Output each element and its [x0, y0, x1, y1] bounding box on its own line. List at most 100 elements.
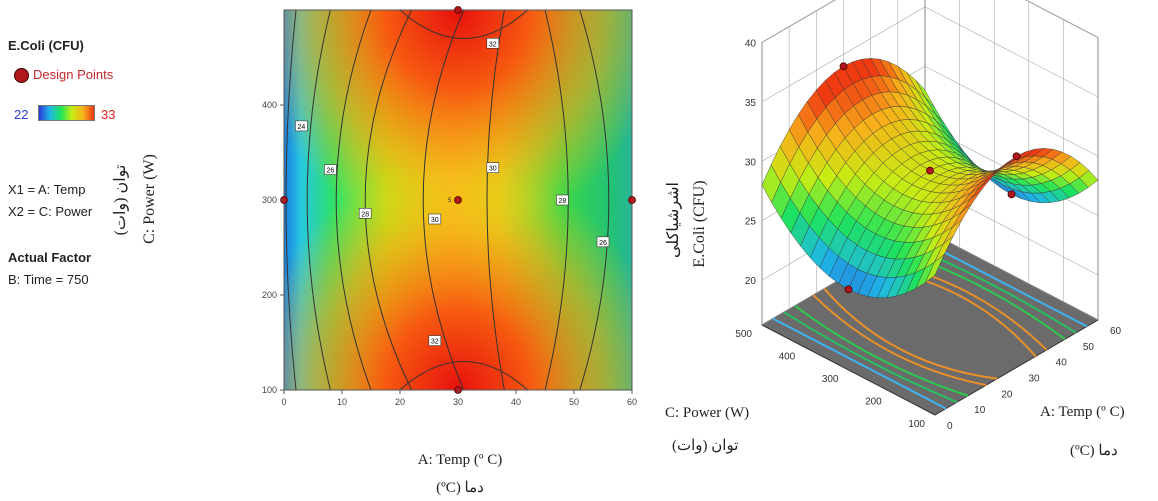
contour-label-text: 30 [489, 166, 497, 173]
contour-label-text: 28 [361, 211, 369, 218]
wall-grid [924, 65, 1099, 157]
wall-grid [761, 6, 926, 103]
contour-line [306, 9, 331, 391]
contour-label-text: 28 [559, 198, 567, 205]
contour-value-label: 26 [324, 164, 337, 175]
z-tick-label: 40 [745, 39, 757, 50]
y-tick-label: 100 [262, 385, 277, 395]
x-tick-label: 50 [569, 397, 579, 407]
legend-title: E.Coli (CFU) [8, 38, 84, 53]
contour-y-axis-label: C: Power (W) [141, 154, 158, 244]
surface-y-tick-label: 400 [779, 352, 796, 363]
floor-contour [783, 311, 958, 404]
surface-cell [925, 254, 945, 283]
contour-line [486, 9, 505, 391]
contour-line [364, 9, 413, 391]
surface-y-tick-label: 200 [865, 397, 882, 408]
contour-label-text: 26 [327, 168, 335, 175]
factor-x2: X2 = C: Power [8, 204, 93, 219]
contour-label-text: 32 [431, 339, 439, 346]
surface-z-axis-label: E.Coli (CFU) [691, 180, 708, 268]
surface-x-tick-label: 30 [1029, 374, 1041, 385]
surface-x-tick-label: 50 [1083, 342, 1095, 353]
contour-label-text: 26 [599, 240, 607, 247]
surface-design-point [844, 285, 853, 294]
x-tick-label: 20 [395, 397, 405, 407]
z-tick-label: 35 [745, 98, 757, 109]
y-tick-label: 300 [262, 195, 277, 205]
contour-value-label: 28 [556, 194, 569, 206]
contour-label-text: 32 [489, 41, 497, 48]
z-tick-label: 30 [745, 157, 757, 168]
contour-y-axis-label-fa: توان (وات) [112, 164, 129, 236]
surface-x-tick-label: 10 [974, 405, 986, 416]
contour-axes: 0 10 20 30 40 50 60 100 200 300 400 [262, 100, 637, 407]
contour-line [335, 9, 372, 391]
color-scale-max: 33 [101, 107, 116, 122]
x-tick-label: 10 [337, 397, 347, 407]
surface-design-point [1012, 152, 1021, 161]
surface-y-tick-label: 500 [735, 329, 752, 340]
x-tick-label: 0 [281, 397, 286, 407]
surface-mesh [761, 58, 1099, 298]
design-point-count: 5 [448, 198, 452, 204]
contour-line [399, 9, 528, 39]
wall-grid [1025, 0, 1099, 38]
contour-value-label: 30 [428, 213, 442, 225]
contour-label-box [428, 213, 442, 225]
surface-y-tick-label: 100 [908, 419, 925, 430]
contour-plot-area: 32 24 26 28 30 30 28 26 32 5 [280, 6, 636, 394]
design-point [628, 196, 636, 204]
contour-x-axis-label: A: Temp (º C) [417, 452, 503, 468]
x-tick-label: 30 [453, 397, 463, 407]
contour-label-box [295, 120, 308, 132]
floor-contour [772, 317, 947, 410]
contour-value-label: 32 [428, 335, 442, 346]
actual-factor-value: B: Time = 750 [8, 272, 89, 287]
contour-line [399, 361, 528, 391]
contour-label-box [596, 236, 610, 248]
contour-value-label: 24 [295, 120, 308, 132]
floor-contour [823, 288, 998, 380]
contour-label-text: 24 [298, 124, 306, 131]
contour-label-box [428, 335, 442, 346]
surface-x-axis-label: A: Temp (º C) [1040, 404, 1125, 420]
y-tick-label: 200 [262, 290, 277, 300]
surface-y-axis-label: C: Power (W) [665, 405, 750, 421]
x-tick-label: 60 [627, 397, 637, 407]
surface-design-point [926, 166, 934, 175]
contour-line [579, 9, 610, 391]
contour-value-label: 32 [486, 37, 500, 49]
color-scale-bar [38, 105, 95, 121]
surface-y-tick-label: 300 [822, 374, 839, 385]
design-point [454, 196, 462, 204]
actual-factor-title: Actual Factor [8, 250, 92, 265]
contour-label-box [324, 164, 337, 175]
design-points-label: Design Points [33, 67, 114, 82]
floor-contour [812, 294, 987, 387]
surface-x-tick-label: 60 [1110, 326, 1122, 337]
surface-x-tick-label: 20 [1001, 389, 1013, 400]
contour-label-text: 30 [431, 217, 439, 224]
x-tick-label: 40 [511, 397, 521, 407]
design-point [454, 6, 462, 14]
wall-grid [924, 6, 1099, 98]
surface-x-axis-label-fa: دما (ºC) [1070, 443, 1118, 459]
surface-z-axis-label-fa: اشرشیاکلی [665, 181, 682, 259]
contour-value-label: 30 [486, 162, 500, 173]
surface-design-point [839, 62, 848, 71]
color-scale-min: 22 [14, 107, 29, 122]
surface-y-axis-label-fa: توان (وات) [672, 438, 739, 454]
design-point-marker-icon [14, 68, 29, 83]
contour-x-axis-label-fa: دما (ºC) [436, 480, 484, 496]
contour-label-box [556, 194, 569, 206]
y-tick-label: 400 [262, 100, 277, 110]
wall-grid [761, 0, 836, 43]
surface-design-point [1007, 190, 1016, 199]
surface-x-tick-label: 40 [1056, 358, 1068, 369]
surface-x-tick-label: 0 [947, 421, 953, 432]
floor-contour [794, 304, 969, 397]
